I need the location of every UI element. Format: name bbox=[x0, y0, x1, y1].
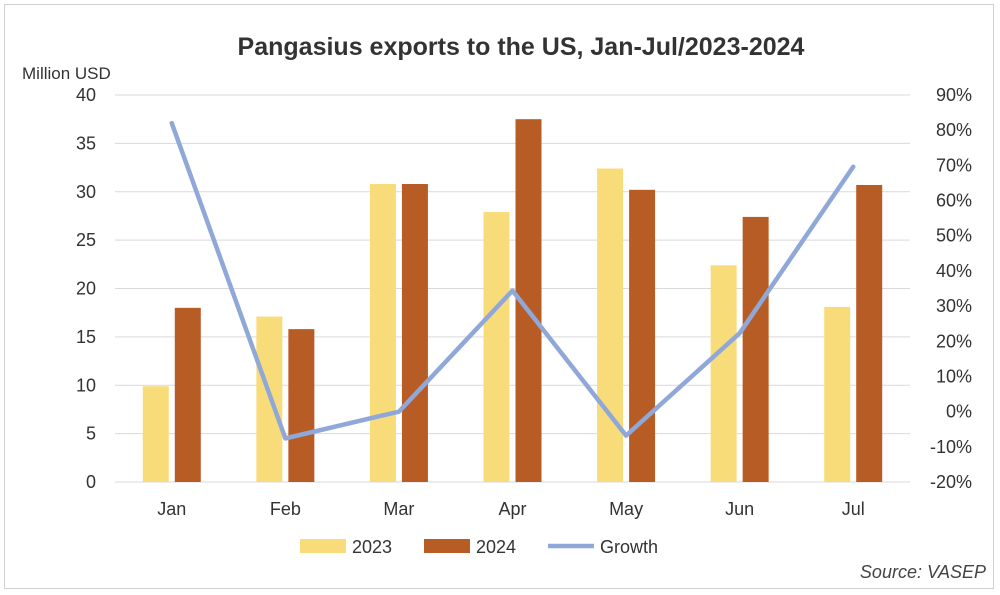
bar-2023-Jul bbox=[824, 306, 851, 482]
legend-label-2023: 2023 bbox=[352, 537, 392, 557]
x-axis-tick-label: Jun bbox=[725, 499, 754, 519]
x-axis-tick-label: Feb bbox=[270, 499, 301, 519]
x-axis-tick-label: Jan bbox=[157, 499, 186, 519]
bar-2024-Jul bbox=[856, 184, 883, 483]
bar-2024-May bbox=[629, 189, 656, 482]
right-axis-tick-label: -10% bbox=[930, 437, 972, 457]
legend-swatch-2023 bbox=[300, 539, 346, 553]
bar-2023-Apr bbox=[483, 212, 510, 482]
bar-2023-Jan bbox=[142, 386, 169, 482]
x-axis-ticks: Jan Feb Mar Apr May Jun Jul bbox=[157, 499, 864, 519]
legend-label-Growth: Growth bbox=[600, 537, 658, 557]
growth-point-May bbox=[624, 433, 629, 438]
left-axis-tick-label: 20 bbox=[76, 279, 96, 299]
growth-line-series bbox=[169, 120, 856, 441]
right-axis-tick-label: 70% bbox=[936, 155, 972, 175]
left-axis-tick-label: 35 bbox=[76, 133, 96, 153]
left-axis-tick-label: 10 bbox=[76, 375, 96, 395]
bar-2024-Feb bbox=[288, 329, 315, 482]
bar-2024-Jun bbox=[742, 216, 769, 482]
right-axis-tick-label: 80% bbox=[936, 120, 972, 140]
growth-point-Feb bbox=[283, 436, 288, 441]
x-axis-tick-label: Jul bbox=[842, 499, 865, 519]
legend-swatch-2024 bbox=[424, 539, 470, 553]
growth-point-Mar bbox=[396, 409, 401, 414]
growth-point-Apr bbox=[510, 288, 515, 293]
left-axis-ticks: 0 5 10 15 20 25 30 35 40 bbox=[76, 85, 96, 492]
growth-point-Jan bbox=[169, 121, 174, 126]
x-axis-tick-label: Apr bbox=[498, 499, 526, 519]
bar-marks bbox=[142, 119, 883, 483]
left-axis-tick-label: 40 bbox=[76, 85, 96, 105]
right-axis-tick-label: 90% bbox=[936, 85, 972, 105]
right-axis-tick-label: 0% bbox=[946, 402, 972, 422]
right-axis-tick-label: 40% bbox=[936, 261, 972, 281]
left-axis-tick-label: 0 bbox=[86, 472, 96, 492]
right-axis-tick-label: 30% bbox=[936, 296, 972, 316]
y-axis-unit-label: Million USD bbox=[22, 64, 111, 83]
left-axis-tick-label: 30 bbox=[76, 182, 96, 202]
source-note: Source: VASEP bbox=[860, 562, 986, 582]
chart-title: Pangasius exports to the US, Jan-Jul/202… bbox=[238, 33, 805, 61]
growth-point-Jul bbox=[851, 164, 856, 169]
left-axis-tick-label: 15 bbox=[76, 327, 96, 347]
bar-2024-Jan bbox=[174, 307, 201, 482]
bar-2024-Mar bbox=[401, 184, 428, 482]
right-axis-tick-label: -20% bbox=[930, 472, 972, 492]
right-axis-tick-label: 10% bbox=[936, 366, 972, 386]
bar-2023-Mar bbox=[369, 184, 396, 482]
grid-lines bbox=[115, 94, 910, 483]
x-axis-tick-label: May bbox=[609, 499, 643, 519]
growth-point-Jun bbox=[737, 331, 742, 336]
legend-label-2024: 2024 bbox=[476, 537, 516, 557]
right-axis-tick-label: 60% bbox=[936, 191, 972, 211]
bar-2023-Jun bbox=[710, 265, 737, 482]
right-axis-tick-label: 50% bbox=[936, 226, 972, 246]
left-axis-tick-label: 5 bbox=[86, 424, 96, 444]
legend: 2023 2024 Growth bbox=[300, 537, 658, 557]
right-axis-tick-label: 20% bbox=[936, 331, 972, 351]
left-axis-tick-label: 25 bbox=[76, 230, 96, 250]
bar-2023-May bbox=[597, 168, 624, 482]
right-axis-ticks: -20% -10% 0% 10% 20% 30% 40% 50% 60% 70% 80% 90% bbox=[930, 85, 972, 492]
x-axis-tick-label: Mar bbox=[383, 499, 414, 519]
